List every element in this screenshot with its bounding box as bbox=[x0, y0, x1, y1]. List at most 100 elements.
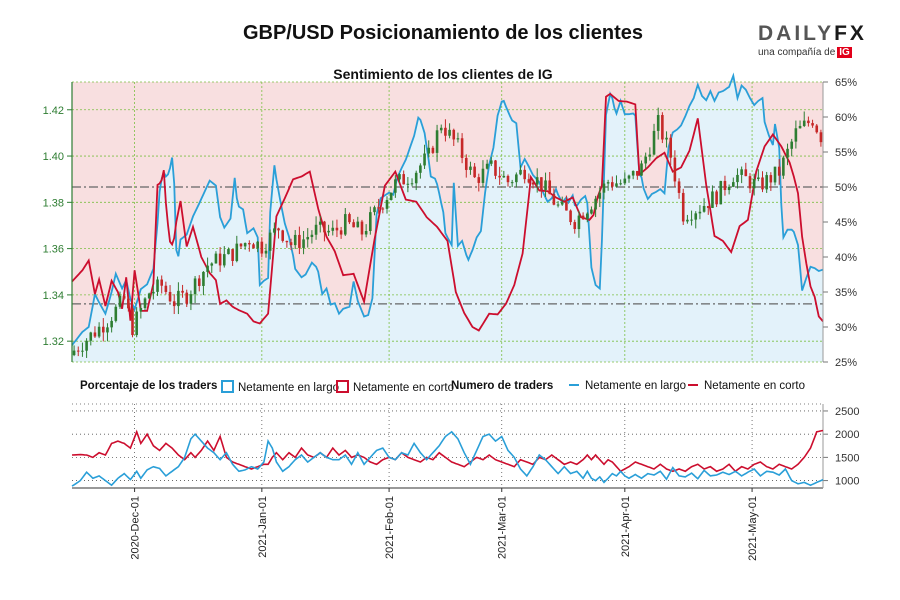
candle-body bbox=[715, 191, 718, 205]
y-tick-label-price: 1.38 bbox=[43, 197, 64, 209]
candle-body bbox=[172, 301, 176, 307]
candle-body bbox=[360, 221, 364, 235]
candle-body bbox=[110, 320, 113, 328]
candle-body bbox=[202, 271, 205, 286]
bottom-grid: 1000 1500 2000 2500 bbox=[72, 403, 859, 488]
candle-body bbox=[636, 170, 639, 176]
candle-body bbox=[631, 170, 635, 176]
candle-body bbox=[606, 182, 610, 184]
y-tick-label-price: 1.36 bbox=[43, 244, 64, 256]
candle-body bbox=[410, 183, 414, 185]
candle-body bbox=[135, 311, 138, 336]
candle-body bbox=[72, 350, 76, 356]
x-tick-label: 2021-May-01 bbox=[747, 496, 759, 561]
candle-body bbox=[197, 278, 201, 286]
y-tick-label-pct: 50% bbox=[835, 182, 857, 194]
long-area-fill bbox=[72, 75, 823, 362]
candle-body bbox=[76, 350, 80, 352]
net-short-count-line bbox=[71, 429, 824, 473]
candle-body bbox=[706, 205, 710, 208]
y-tick-label-count: 1000 bbox=[835, 476, 859, 488]
candle-body bbox=[473, 166, 476, 178]
candle-body bbox=[464, 157, 468, 170]
candle-body bbox=[552, 194, 556, 205]
candle-body bbox=[640, 163, 643, 176]
x-tick-label: 2021-Apr-01 bbox=[620, 496, 632, 557]
x-tick-label: 2021-Feb-01 bbox=[384, 496, 396, 559]
y-tick-label-pct: 65% bbox=[835, 77, 857, 89]
candle-body bbox=[114, 306, 118, 321]
candle-body bbox=[548, 180, 552, 195]
candle-body bbox=[152, 291, 155, 294]
candle-body bbox=[519, 169, 522, 175]
candle-body bbox=[627, 175, 631, 179]
legend-pct-short: Netamente en corto bbox=[336, 380, 454, 394]
y-tick-label-count: 2000 bbox=[835, 429, 859, 441]
candle-body bbox=[339, 230, 343, 235]
candle-body bbox=[185, 292, 189, 304]
y-tick-label-price: 1.42 bbox=[43, 105, 64, 117]
legend-pct-long: Netamente en largo bbox=[221, 380, 339, 394]
candle-body bbox=[177, 290, 180, 307]
candle-body bbox=[748, 176, 752, 189]
candle-body bbox=[406, 183, 410, 185]
candle-body bbox=[477, 177, 481, 183]
candle-body bbox=[210, 263, 214, 266]
candle-body bbox=[761, 177, 764, 190]
candle-body bbox=[744, 169, 748, 177]
net-long-count-line bbox=[71, 430, 824, 487]
candle-body bbox=[122, 295, 126, 299]
x-tick-label: 2021-Mar-01 bbox=[497, 496, 509, 559]
candle-body bbox=[318, 221, 322, 225]
candle-body bbox=[723, 180, 727, 191]
candle-body bbox=[598, 192, 602, 199]
candle-body bbox=[373, 207, 376, 213]
candle-body bbox=[423, 153, 426, 166]
y-tick-label-pct: 35% bbox=[835, 287, 857, 299]
candle-body bbox=[585, 213, 589, 220]
candle-body bbox=[143, 298, 147, 309]
candle-body bbox=[602, 183, 606, 193]
y-tick-label-pct: 30% bbox=[835, 322, 857, 334]
candle-body bbox=[623, 178, 627, 184]
candle-body bbox=[556, 204, 560, 206]
candle-body bbox=[331, 227, 335, 231]
candle-body bbox=[97, 326, 101, 337]
candle-body bbox=[811, 123, 814, 126]
y-tick-label-pct: 45% bbox=[835, 217, 857, 229]
candle-body bbox=[227, 249, 230, 255]
net-long-pct-line bbox=[71, 72, 824, 346]
candle-body bbox=[235, 243, 239, 261]
candle-body bbox=[248, 243, 251, 245]
candle-body bbox=[256, 241, 259, 249]
candle-body bbox=[189, 294, 193, 304]
logo-tagline: una compañía de IG bbox=[758, 47, 852, 58]
candle-body bbox=[352, 222, 355, 228]
candle-body bbox=[302, 239, 305, 248]
candle-body bbox=[619, 183, 622, 185]
candle-body bbox=[181, 290, 184, 293]
candle-body bbox=[560, 202, 564, 205]
candle-body bbox=[402, 174, 405, 185]
candle-body bbox=[456, 138, 460, 140]
candle-body bbox=[727, 186, 731, 191]
candle-body bbox=[485, 163, 489, 169]
y-tick-label-pct: 60% bbox=[835, 112, 857, 124]
candle-body bbox=[594, 198, 597, 210]
candle-body bbox=[243, 243, 247, 247]
candle-body bbox=[419, 165, 422, 173]
candle-body bbox=[740, 169, 743, 175]
candle-body bbox=[435, 130, 439, 153]
candle-body bbox=[369, 212, 372, 231]
candle-body bbox=[293, 234, 297, 246]
candle-body bbox=[665, 137, 668, 140]
candle-body bbox=[452, 129, 456, 140]
ig-badge: IG bbox=[837, 47, 852, 58]
candle-body bbox=[101, 326, 105, 333]
candle-body bbox=[306, 237, 310, 240]
candle-body bbox=[661, 115, 664, 140]
candle-body bbox=[535, 177, 539, 185]
page-title: GBP/USD Posicionamiento de los clientes bbox=[242, 22, 644, 44]
candle-body bbox=[381, 208, 385, 210]
